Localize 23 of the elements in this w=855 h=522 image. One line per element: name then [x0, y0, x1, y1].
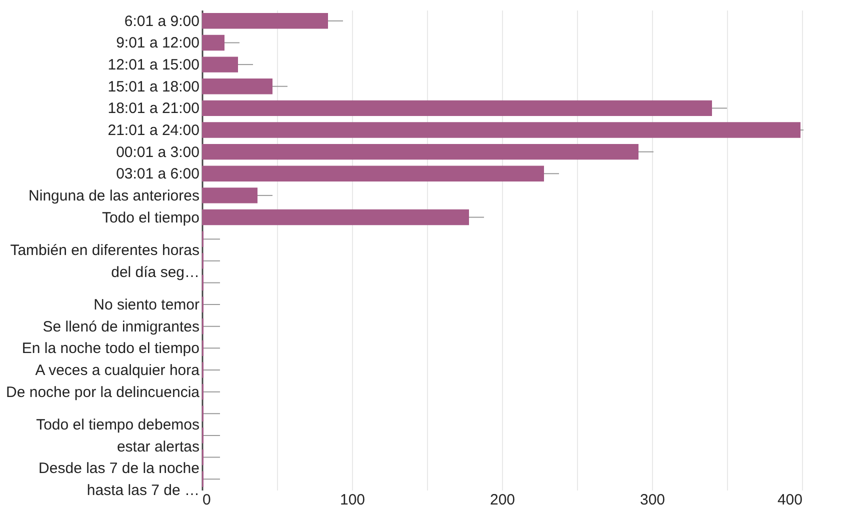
y-tick-label: Todo el tiempo debemos estar alertas: [36, 416, 200, 456]
y-tick-label: Todo el tiempo: [102, 209, 200, 226]
y-tick-label: Se llenó de inmigrantes: [42, 318, 200, 336]
x-tick-label: 100: [340, 492, 366, 508]
y-tick-label: 15:01 a 18:00: [108, 78, 200, 96]
y-tick-label: A veces a cualquier hora: [35, 362, 200, 379]
y-tick-label: Desde las 7 de la noche hasta las 7 de …: [38, 460, 200, 500]
y-tick-label: 21:01 a 24:00: [108, 122, 200, 139]
y-tick-label: 6:01 a 9:00: [124, 12, 200, 30]
y-tick-label: 9:01 a 12:00: [116, 34, 200, 52]
y-tick-label: También en diferentes horas del día seg…: [10, 242, 200, 281]
y-tick-label: No siento temor: [94, 296, 200, 314]
x-tick-label: 200: [490, 492, 516, 508]
x-tick-label: 400: [777, 492, 802, 508]
x-tick-label: 300: [640, 492, 666, 508]
x-tick-label: 0: [202, 492, 211, 508]
y-tick-label: 00:01 a 3:00: [116, 144, 200, 161]
y-tick-label: 03:01 a 6:00: [116, 166, 200, 183]
y-tick-label: De noche por la delincuencia: [6, 384, 200, 401]
y-tick-label: En la noche todo el tiempo: [22, 340, 200, 358]
y-tick-label: 12:01 a 15:00: [108, 56, 200, 74]
y-tick-label: Ninguna de las anteriores: [28, 187, 200, 204]
y-tick-label: 18:01 a 21:00: [108, 100, 200, 118]
